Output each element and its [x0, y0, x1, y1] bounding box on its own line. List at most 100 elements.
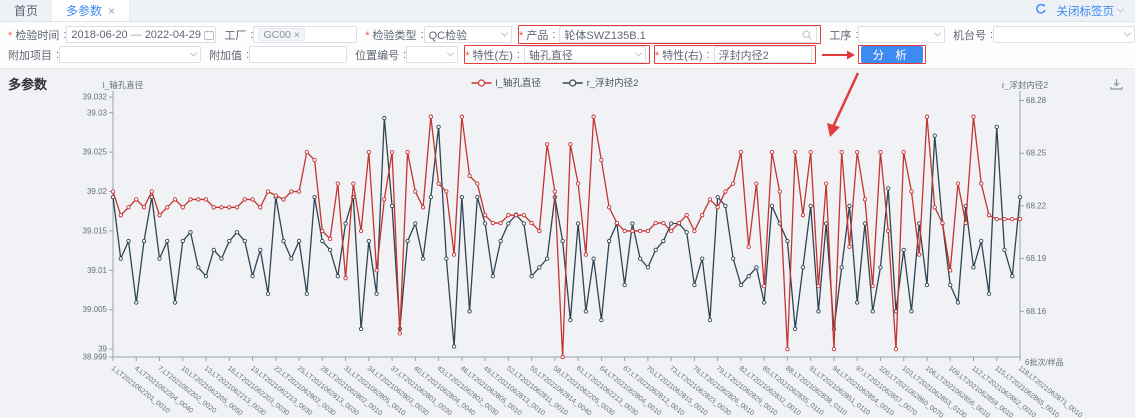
process-label: 工序 [829, 29, 852, 42]
series-point-r_浮封内径2 [707, 317, 713, 323]
close-icon[interactable]: × [108, 3, 116, 18]
series-point-l_轴孔直径 [653, 220, 658, 226]
series-point-l_轴孔直径 [110, 189, 116, 194]
search-icon[interactable] [802, 29, 812, 40]
series-point-l_轴孔直径 [769, 150, 775, 155]
legend-item-l_轴孔直径[interactable]: l_轴孔直径 [471, 77, 542, 89]
series-point-l_轴孔直径 [614, 220, 620, 226]
extra-item-select[interactable] [59, 46, 202, 63]
series-point-l_轴孔直径 [234, 205, 240, 210]
y-axis-left-tick-label: 39.01 [87, 266, 108, 275]
series-point-l_轴孔直径 [816, 283, 821, 289]
series-point-l_轴孔直径 [544, 142, 550, 147]
series-point-r_浮封内径2 [684, 230, 689, 235]
series-point-l_轴孔直径 [366, 150, 371, 155]
factory-field[interactable]: GC00 × [253, 26, 358, 43]
series-point-l_轴孔直径 [1017, 216, 1023, 222]
series-point-r_浮封内径2 [924, 282, 930, 288]
series-point-l_轴孔直径 [335, 181, 340, 186]
series-point-l_轴孔直径 [498, 220, 503, 226]
series-point-r_浮封内径2 [428, 194, 433, 200]
feature-right-input[interactable]: 浮封内径2 [713, 46, 812, 63]
series-point-r_浮封内径2 [304, 291, 309, 296]
series-point-l_轴孔直径 [188, 197, 193, 202]
series-point-l_轴孔直径 [327, 236, 333, 241]
series-point-r_浮封内径2 [808, 203, 813, 209]
series-point-r_浮封内径2 [242, 238, 247, 244]
series-point-r_浮封内径2 [591, 256, 596, 261]
series-point-l_轴孔直径 [963, 220, 968, 226]
series-point-l_轴孔直径 [475, 181, 480, 186]
series-point-r_浮封内径2 [785, 238, 790, 244]
series-point-r_浮封内径2 [521, 221, 527, 226]
feature-left-label: 特性(左) [465, 47, 513, 63]
analyze-button[interactable]: 分 析 [860, 46, 923, 63]
section-title: 多参数 [8, 77, 48, 92]
close-tabs-label: 关闭标签页 [1056, 5, 1115, 18]
series-point-r_浮封内径2 [979, 238, 984, 244]
series-point-r_浮封内径2 [335, 274, 340, 279]
series-point-r_浮封内径2 [420, 256, 426, 261]
tab-multi-param[interactable]: 多参数 × [52, 0, 131, 21]
series-point-r_浮封内径2 [506, 221, 511, 226]
series-point-l_轴孔直径 [258, 205, 263, 210]
series-point-l_轴孔直径 [149, 189, 154, 194]
series-point-r_浮封内径2 [234, 230, 240, 235]
y-axis-right-tick-label: 68.19 [1026, 254, 1047, 263]
series-point-r_浮封内径2 [862, 221, 868, 226]
series-point-l_轴孔直径 [855, 150, 860, 155]
tab-home[interactable]: 首页 [0, 0, 52, 21]
series-point-l_轴孔直径 [296, 189, 302, 194]
series-point-l_轴孔直径 [824, 181, 829, 186]
tag-close-icon[interactable]: × [293, 28, 301, 41]
machine-select[interactable] [993, 26, 1135, 43]
series-point-l_轴孔直径 [870, 283, 875, 289]
date-from: 2018-06-20 [71, 28, 128, 41]
series-point-l_轴孔直径 [180, 205, 185, 210]
series-point-r_浮封内径2 [606, 238, 612, 244]
annotation-box-feature-right: 特性(右): 浮封内径2 [653, 45, 816, 64]
series-point-l_轴孔直径 [242, 197, 247, 202]
series-point-r_浮封内径2 [637, 256, 643, 261]
close-tabs-button[interactable]: 关闭标签页 [1056, 3, 1125, 19]
series-point-r_浮封内径2 [134, 300, 139, 305]
series-point-r_浮封内径2 [1002, 247, 1007, 252]
process-select[interactable] [858, 26, 945, 43]
series-point-r_浮封内径2 [955, 300, 961, 305]
series-point-l_轴孔直径 [893, 346, 899, 352]
y-axis-left-name: l_轴孔直径 [103, 80, 144, 90]
extra-value-input[interactable] [249, 46, 348, 63]
series-point-r_浮封内径2 [746, 274, 751, 279]
position-no-select[interactable] [406, 46, 459, 63]
product-label: 产品 [519, 27, 548, 43]
product-input[interactable]: 轮体SWZ135B.1 [559, 26, 818, 43]
series-point-l_轴孔直径 [700, 213, 705, 218]
series-point-l_轴孔直径 [552, 189, 558, 194]
chevron-down-icon [1116, 5, 1125, 13]
legend-item-r_浮封内径2[interactable]: r_浮封内径2 [562, 77, 639, 89]
series-point-r_浮封内径2 [971, 265, 976, 270]
annotation-arrow-analyze [821, 50, 855, 59]
series-line-l_轴孔直径 [112, 116, 1020, 358]
inspect-type-select[interactable]: QC检验 [423, 26, 512, 43]
extra-value-label: 附加值 [209, 49, 243, 62]
series-point-r_浮封内径2 [544, 256, 550, 261]
series-point-r_浮封内径2 [281, 238, 286, 244]
series-point-r_浮封内径2 [188, 230, 193, 235]
series-point-l_轴孔直径 [250, 197, 255, 202]
series-point-l_轴孔直径 [785, 346, 790, 352]
series-point-r_浮封内径2 [855, 300, 860, 305]
y-axis-left-tick-label: 38.999 [83, 353, 108, 362]
tab-bar: 首页 多参数 × 关闭标签页 [0, 0, 1135, 22]
series-point-r_浮封内径2 [265, 291, 271, 296]
download-icon[interactable] [1110, 77, 1123, 95]
feature-left-select[interactable]: 轴孔直径 [523, 46, 646, 63]
chevron-down-icon [634, 49, 642, 57]
series-point-r_浮封内径2 [196, 265, 201, 270]
series-point-r_浮封内径2 [258, 247, 263, 252]
date-range-input[interactable]: 2018-06-20 — 2022-04-29 [66, 26, 217, 43]
refresh-icon[interactable] [1035, 3, 1047, 18]
series-point-r_浮封内径2 [180, 238, 185, 244]
factory-tag: GC00 × [258, 28, 306, 41]
series-point-l_轴孔直径 [994, 216, 999, 222]
